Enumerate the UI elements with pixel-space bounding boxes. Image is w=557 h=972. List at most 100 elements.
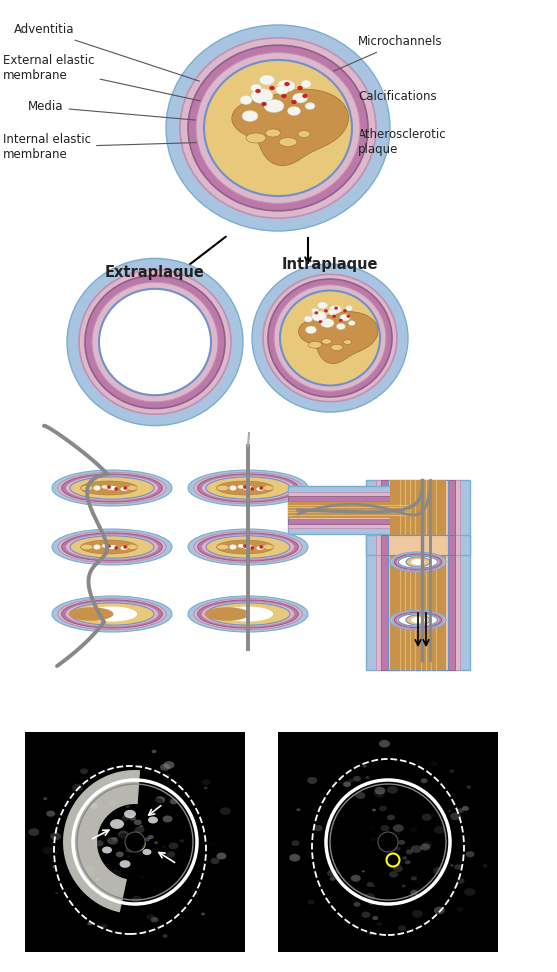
Ellipse shape: [398, 613, 438, 626]
Ellipse shape: [194, 892, 198, 895]
Ellipse shape: [390, 552, 446, 572]
Ellipse shape: [389, 845, 397, 850]
Ellipse shape: [405, 850, 413, 854]
Ellipse shape: [291, 100, 296, 104]
Text: Media: Media: [28, 100, 215, 122]
Ellipse shape: [126, 847, 135, 852]
Ellipse shape: [100, 833, 104, 836]
Ellipse shape: [96, 878, 100, 881]
Ellipse shape: [217, 481, 273, 495]
Ellipse shape: [287, 107, 300, 116]
Ellipse shape: [317, 302, 328, 309]
Ellipse shape: [333, 315, 336, 318]
Ellipse shape: [146, 914, 155, 920]
Ellipse shape: [206, 536, 290, 558]
Ellipse shape: [52, 470, 172, 506]
Ellipse shape: [107, 837, 118, 845]
Ellipse shape: [125, 835, 135, 843]
Ellipse shape: [202, 602, 294, 627]
Ellipse shape: [464, 888, 475, 896]
Ellipse shape: [55, 892, 58, 894]
Ellipse shape: [80, 769, 88, 774]
Ellipse shape: [132, 832, 141, 838]
Ellipse shape: [140, 825, 143, 827]
Polygon shape: [388, 535, 448, 555]
Ellipse shape: [125, 832, 145, 852]
Ellipse shape: [353, 776, 361, 781]
Ellipse shape: [274, 285, 386, 391]
Ellipse shape: [449, 770, 455, 773]
Ellipse shape: [131, 896, 141, 903]
Polygon shape: [299, 312, 378, 364]
Ellipse shape: [406, 557, 430, 567]
Ellipse shape: [229, 544, 237, 549]
Ellipse shape: [87, 921, 92, 925]
Ellipse shape: [129, 485, 134, 489]
Ellipse shape: [450, 813, 461, 820]
Ellipse shape: [114, 546, 118, 550]
Ellipse shape: [289, 853, 300, 861]
Ellipse shape: [81, 544, 93, 550]
Ellipse shape: [362, 870, 365, 873]
Ellipse shape: [421, 779, 428, 783]
Ellipse shape: [125, 848, 132, 852]
Ellipse shape: [110, 869, 121, 877]
Ellipse shape: [148, 816, 158, 823]
Ellipse shape: [409, 827, 417, 832]
Ellipse shape: [251, 84, 261, 92]
Ellipse shape: [363, 765, 367, 768]
Ellipse shape: [457, 879, 465, 884]
Ellipse shape: [378, 848, 382, 850]
Ellipse shape: [422, 814, 432, 820]
Ellipse shape: [298, 130, 310, 137]
Ellipse shape: [148, 835, 154, 839]
Ellipse shape: [109, 800, 117, 806]
Polygon shape: [288, 501, 408, 519]
Ellipse shape: [260, 75, 275, 85]
Ellipse shape: [304, 316, 312, 322]
Ellipse shape: [243, 485, 247, 489]
Ellipse shape: [188, 470, 308, 506]
Ellipse shape: [368, 931, 373, 935]
Ellipse shape: [70, 477, 154, 500]
Text: Calcifications: Calcifications: [317, 90, 437, 112]
Ellipse shape: [118, 831, 129, 839]
Ellipse shape: [43, 797, 47, 800]
Ellipse shape: [260, 545, 263, 549]
Ellipse shape: [94, 485, 101, 491]
Ellipse shape: [368, 774, 378, 781]
Ellipse shape: [170, 799, 178, 804]
Ellipse shape: [302, 94, 307, 98]
Ellipse shape: [42, 847, 53, 854]
Ellipse shape: [238, 544, 244, 547]
Ellipse shape: [202, 535, 294, 560]
Ellipse shape: [393, 611, 443, 629]
Ellipse shape: [462, 806, 469, 811]
Ellipse shape: [305, 102, 315, 110]
Ellipse shape: [114, 487, 118, 491]
Ellipse shape: [327, 869, 338, 877]
Ellipse shape: [106, 486, 118, 490]
Ellipse shape: [194, 599, 302, 630]
Ellipse shape: [93, 838, 98, 841]
Ellipse shape: [62, 533, 163, 561]
Ellipse shape: [372, 809, 376, 812]
Ellipse shape: [198, 533, 299, 561]
Ellipse shape: [85, 275, 225, 408]
Ellipse shape: [390, 610, 446, 630]
Ellipse shape: [372, 916, 378, 920]
Ellipse shape: [367, 882, 374, 886]
Ellipse shape: [296, 809, 300, 811]
Ellipse shape: [52, 596, 172, 632]
Ellipse shape: [67, 259, 243, 426]
Ellipse shape: [243, 544, 247, 548]
Ellipse shape: [243, 486, 253, 490]
Ellipse shape: [319, 321, 322, 323]
Ellipse shape: [260, 486, 263, 490]
Ellipse shape: [194, 472, 302, 503]
Ellipse shape: [263, 486, 274, 490]
Ellipse shape: [107, 485, 111, 489]
Ellipse shape: [308, 341, 322, 348]
Ellipse shape: [365, 776, 370, 780]
Ellipse shape: [70, 603, 154, 625]
